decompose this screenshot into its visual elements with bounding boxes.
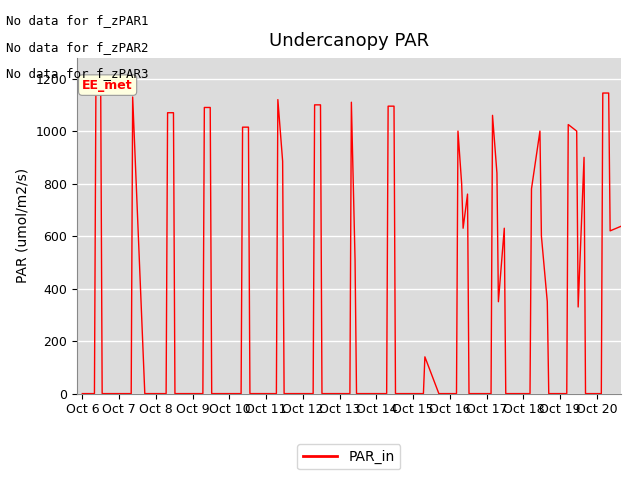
Text: No data for f_zPAR2: No data for f_zPAR2 (6, 41, 149, 54)
Legend: PAR_in: PAR_in (297, 444, 401, 469)
Y-axis label: PAR (umol/m2/s): PAR (umol/m2/s) (15, 168, 29, 283)
PAR_in (336, 391, 344, 396)
PAR_in (452, 391, 460, 396)
PAR_in (199, 391, 207, 396)
PAR_in (92, 84, 100, 89)
PAR_in (317, 102, 324, 108)
PAR_in (79, 391, 86, 396)
Text: EE_met: EE_met (83, 79, 133, 92)
PAR_in (244, 124, 252, 130)
Title: Undercanopy PAR: Undercanopy PAR (269, 33, 429, 50)
PAR_in (619, 223, 627, 228)
PAR_in (509, 391, 516, 396)
Text: No data for f_zPAR1: No data for f_zPAR1 (6, 14, 149, 27)
Text: No data for f_zPAR3: No data for f_zPAR3 (6, 67, 149, 80)
Line: PAR_in: PAR_in (83, 86, 623, 394)
